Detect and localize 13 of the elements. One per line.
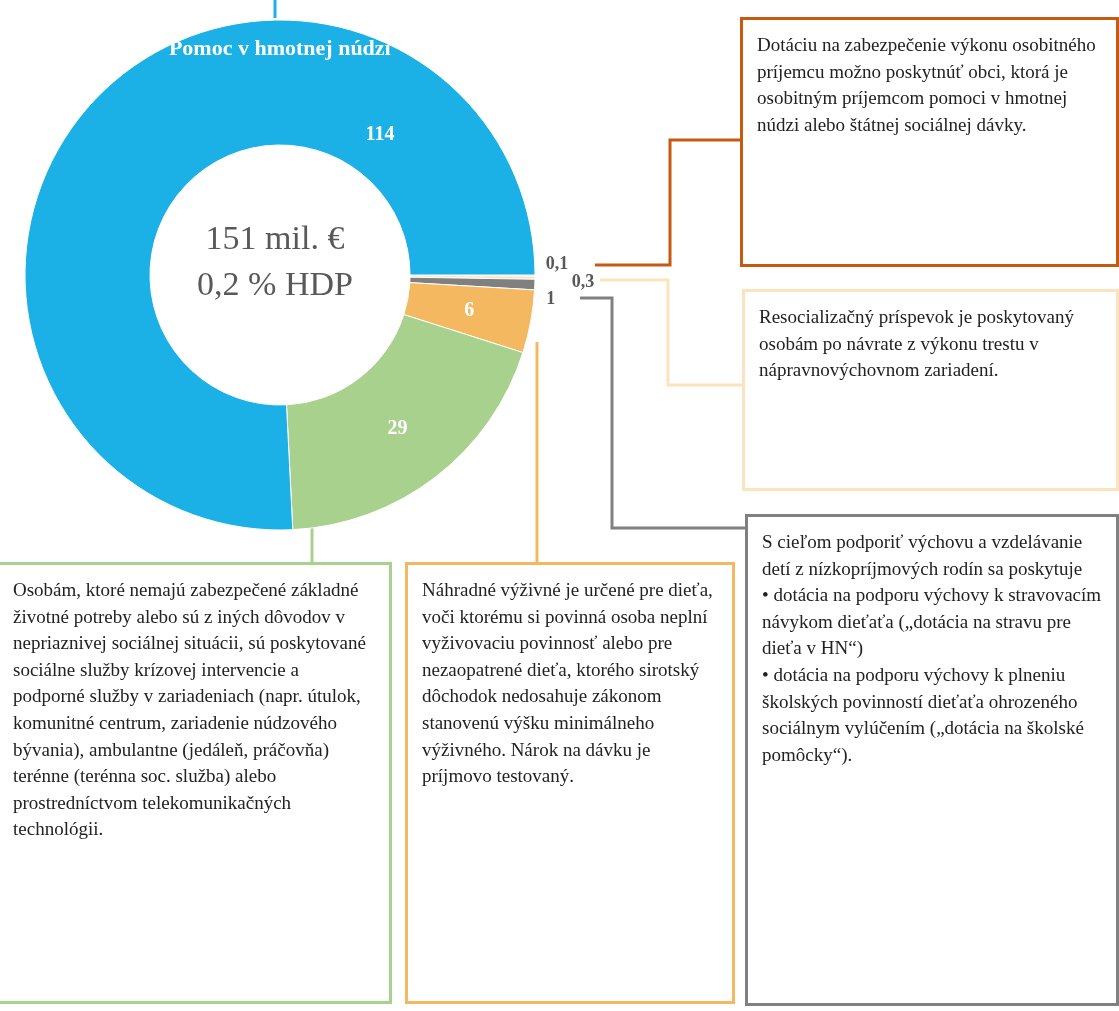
data-label: 1 [546, 287, 556, 308]
text: Náhradné výživné je určené pre dieťa, voči ktorému si povinná osoba neplní vyživovaciu povinnosť alebo pre nezaopatrené dieťa, ktorého sirotský dôchodok nedosahuje zákonom stanovenú výšku minimálneho výživného. Nárok na dávku je príjmovo testovaný. [405, 562, 735, 1004]
data-label: 0,3 [571, 270, 595, 291]
text: Dotáciu na zabezpečenie výkonu osobitného príjemcu možno poskytnúť obci, ktorá je osobitným príjemcom pomoci v hmotnej núdzi alebo štátnej sociálnej dávky. [740, 17, 1119, 267]
data-label: 0,1 [545, 252, 569, 273]
data-label: 29 [387, 415, 408, 438]
data-label: 114 [365, 122, 395, 145]
text: S cieľom podporiť výchovu a vzdelávanie detí z nízkopríjmových rodín sa poskytuje • dotácia na podporu výchovy k stravovacím návykom dieťaťa („dotácia na stravu pre dieťa v HN“) • dotácia na podporu výchovy k plneniu školských povinností dieťaťa ohrozeného sociálnym vylúčením („dotácia na školské pomôcky“). [762, 531, 1102, 765]
text: Resocializačný príspevok je poskytovaný osobám po návrate z výkonu trestu v nápravnovýchovnom zariadení. [742, 289, 1119, 491]
data-label: 6 [464, 298, 475, 321]
text: 151 mil. € 0,2 % HDP [196, 218, 354, 304]
text: Osobám, ktoré nemajú zabezpečené základné životné potreby alebo sú z iných dôvodov v nepriaznivej sociálnej situácii, sú poskytované sociálne služby krízovej intervencie a podporné služby v zariadeniach (napr. útulok, komunitné centrum, zariadenie núdzového bývania), ambulantne (jedáleň, práčovňa) terénne (terénna soc. služba) alebo prostredníctvom telekomunikačných technológii. [13, 579, 366, 840]
legend-label: Pomoc v hmotnej núdzi [168, 34, 391, 60]
